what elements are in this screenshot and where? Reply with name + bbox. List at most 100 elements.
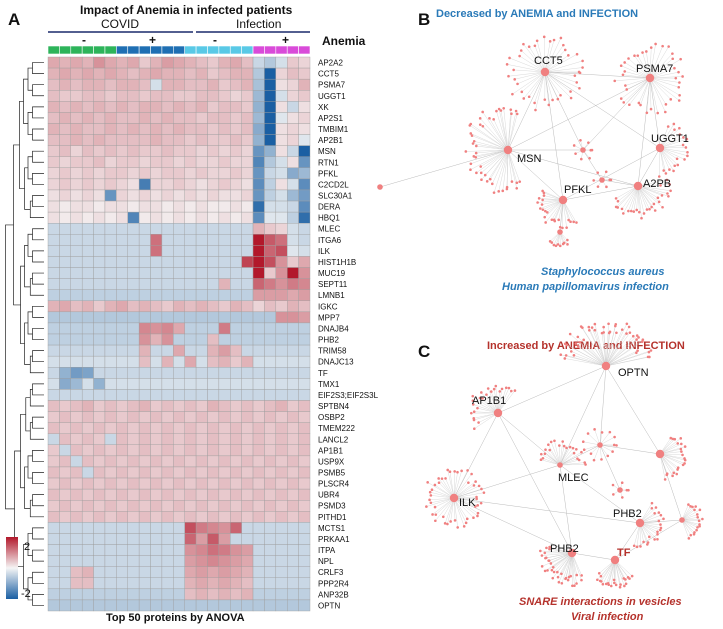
row-label: TMEM222 — [318, 424, 355, 433]
heatmap-cell — [207, 433, 220, 446]
heatmap-cell — [93, 511, 106, 523]
annotation-cell — [150, 45, 163, 55]
heatmap-cell — [47, 378, 60, 390]
network-leaf-node — [639, 103, 642, 107]
heatmap-cell — [195, 311, 208, 324]
network-hub-node — [599, 177, 605, 183]
heatmap-cell — [104, 522, 117, 534]
network-leaf-node — [565, 446, 568, 450]
network-leaf-node — [456, 526, 459, 529]
heatmap-cell — [230, 101, 242, 113]
row-label: PLSCR4 — [318, 480, 350, 489]
heatmap-cell — [207, 511, 220, 523]
row-label: ILK — [318, 247, 331, 256]
heatmap-cell — [207, 322, 220, 335]
heatmap-cell — [93, 211, 106, 224]
network-leaf-node — [589, 148, 593, 152]
heatmap-cell — [116, 333, 128, 346]
heatmap-cell — [287, 67, 299, 80]
heatmap-cell — [93, 123, 106, 135]
heatmap-cell — [81, 588, 94, 601]
heatmap-cell — [93, 466, 106, 479]
network-leaf-node — [492, 387, 496, 391]
heatmap-cell — [161, 78, 174, 91]
network-leaf-node — [462, 525, 466, 528]
heatmap-cell — [298, 422, 311, 434]
heatmap-cell — [241, 411, 254, 423]
network-leaf-node — [474, 155, 478, 159]
heatmap-cell — [230, 256, 242, 268]
network-leaf-node — [576, 345, 580, 348]
row-label: IGKC — [318, 302, 338, 311]
heatmap-cell — [59, 222, 71, 235]
heatmap-cell — [207, 134, 220, 146]
network-leaf-node — [488, 117, 491, 120]
annotation-cell — [81, 45, 94, 55]
network-leaf-node — [592, 179, 595, 182]
annotation-cell — [264, 45, 277, 55]
heatmap-cell — [298, 211, 311, 224]
heatmap-cell — [230, 355, 242, 368]
heatmap-cell — [93, 533, 106, 545]
network-leaf-node — [623, 70, 627, 73]
network-leaf-node — [671, 437, 675, 441]
heatmap-cell — [150, 167, 163, 180]
heatmap-cell — [287, 112, 299, 124]
heatmap-cell — [70, 378, 83, 390]
heatmap-cell — [264, 378, 277, 390]
heatmap-cell — [138, 533, 151, 545]
heatmap-cell — [138, 134, 151, 146]
network-leaf-node — [676, 468, 679, 471]
heatmap-cell — [161, 322, 174, 335]
network-leaf-node — [672, 122, 676, 126]
heatmap-cell — [59, 500, 71, 512]
network-leaf-node — [611, 483, 615, 487]
heatmap-cell — [184, 234, 197, 246]
heatmap-cell — [104, 355, 117, 368]
heatmap-cell — [264, 599, 277, 612]
heatmap-cell — [116, 178, 128, 191]
heatmap-cell — [138, 211, 151, 224]
heatmap-cell — [161, 400, 174, 412]
network-leaf-node — [552, 38, 556, 42]
heatmap-cell — [287, 178, 299, 191]
network-leaf-node — [453, 470, 456, 473]
heatmap-cell — [161, 123, 174, 135]
network-leaf-node — [569, 220, 572, 224]
heatmap-cell — [275, 112, 288, 124]
heatmap-cell — [241, 78, 254, 91]
heatmap-cell — [287, 511, 299, 523]
heatmap-cell — [81, 433, 94, 446]
heatmap-cell — [150, 566, 163, 578]
heatmap-cell — [275, 256, 288, 268]
heatmap-cell — [218, 123, 231, 135]
heatmap-cell — [184, 511, 197, 523]
heatmap-cell — [275, 267, 288, 279]
network-leaf-node — [673, 66, 676, 70]
row-label: UGGT1 — [318, 92, 346, 101]
heatmap-cell — [287, 599, 299, 612]
network-leaf-node — [540, 554, 544, 557]
heatmap-cell — [173, 222, 185, 235]
heatmap-cell — [184, 211, 197, 224]
network-leaf-node — [510, 389, 513, 393]
heatmap-cell — [264, 222, 277, 235]
heatmap-cell — [195, 123, 208, 135]
heatmap-cell — [275, 278, 288, 290]
heatmap-cell — [150, 311, 163, 324]
network-leaf-node — [648, 355, 651, 359]
heatmap-cell — [161, 599, 174, 612]
heatmap-cell — [230, 300, 242, 313]
heatmap-cell — [173, 56, 185, 69]
heatmap-cell — [264, 355, 277, 368]
heatmap-cell — [230, 267, 242, 279]
network-leaf-node — [539, 452, 543, 456]
heatmap-cell — [252, 566, 265, 578]
heatmap-cell — [195, 477, 208, 490]
heatmap-cell — [47, 389, 60, 401]
heatmap-cell — [161, 222, 174, 235]
heatmap-cell — [173, 488, 185, 501]
heatmap-cell — [298, 378, 311, 390]
network-leaf-node — [453, 519, 457, 522]
heatmap-cell — [264, 588, 277, 601]
